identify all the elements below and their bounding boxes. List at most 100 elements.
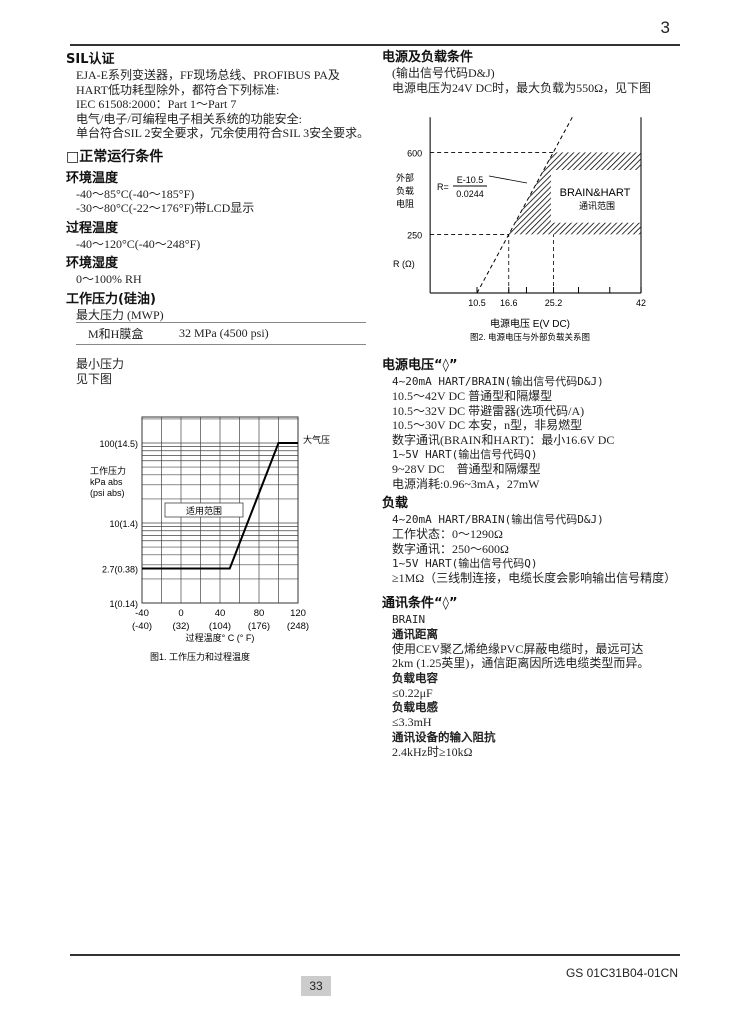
spec-line: 2km (1.25英里)，通信距离因所选电缆类型而异。 (392, 656, 650, 670)
atmospheric-label: 大气压 (303, 434, 330, 445)
text-line: 电气/电子/可编程电子相关系统的功能安全: (76, 111, 303, 126)
spec-line: 2.4kHz时≥10kΩ (392, 744, 473, 759)
pressure-line (142, 442, 298, 570)
formula-lhs: R= (437, 182, 449, 192)
page-number: 33 (301, 976, 331, 996)
x-tick-label: 16.6 (500, 298, 518, 308)
mwp-cell: 32 MPa (4500 psi) (179, 326, 269, 340)
y-axis-label: kPa abs (90, 477, 123, 487)
chart-caption: 图1. 工作压力和过程温度 (150, 651, 250, 662)
y-axis-label: 电阻 (396, 198, 414, 209)
comm-range-box (550, 169, 641, 223)
text-line: 0～100% RH (76, 272, 142, 286)
spec-subheading: 通讯设备的输入阻抗 (392, 729, 496, 744)
x-tick-sublabel: (-40) (132, 621, 152, 632)
spec-subheading: BRAIN (392, 612, 426, 626)
section-title: □正常运行条件 (66, 148, 164, 165)
spec-line: 数字通讯(BRAIN和HART)：最小16.6V DC (392, 432, 615, 447)
spec-line: 工作状态：0～1290Ω (392, 527, 503, 541)
region-sublabel: 通讯范围 (579, 200, 615, 211)
chart-caption: 图2. 电源电压与外部负载关系图 (470, 332, 590, 342)
formula-leader (488, 175, 528, 184)
text-line: -30～80°C(-22～176°F)带LCD显示 (76, 201, 255, 215)
x-tick-sublabel: (32) (173, 621, 190, 632)
power-load-title: 电源及负载条件 (382, 50, 474, 65)
ambient-title: 环境温度 (66, 170, 119, 186)
text-line: EJA-E系列变送器，FF现场总线、PROFIBUS PA及 (76, 68, 340, 82)
text-line: HART低功耗型除外，都符合下列标准: (76, 82, 280, 97)
spec-subheading: 负载电容 (392, 670, 438, 685)
spec-line: 10.5～30V DC 本安，n型，非易燃型 (392, 418, 583, 432)
x-tick-label: 80 (254, 608, 265, 619)
pressure-temperature-chart: 适用范围 大气压 1(0.14) 2.7(0.38) 10(1.4) 100(14.5) -… (90, 416, 330, 662)
x-tick-label: 0 (178, 608, 183, 619)
humidity-title: 环境湿度 (66, 256, 119, 271)
text-line: -40～85°C(-40～185°F) (76, 186, 195, 201)
section-number: 3 (660, 18, 670, 37)
text-line: -40～120°C(-40～248°F) (76, 236, 201, 251)
table-row: M和H膜盒 32 MPa (4500 psi) (76, 323, 366, 345)
right-column: 电源及负载条件 (输出信号代码D&J) 电源电压为24V DC时，最大负载为550… (382, 50, 682, 95)
comm-title: 通讯条件“◊” (382, 595, 458, 611)
region-box (164, 502, 244, 518)
load-line (476, 117, 573, 294)
mwp-table: M和H膜盒 32 MPa (4500 psi) (76, 322, 366, 345)
y-tick-label: 1(0.14) (109, 599, 138, 609)
mwp-label: 最大压力 (MWP) (76, 307, 164, 322)
y-tick-label: 2.7(0.38) (102, 564, 138, 574)
sil-title: SIL认证 (66, 52, 115, 67)
load-title: 负载 (382, 496, 409, 511)
text-line: IEC 61508:2000：Part 1～Part 7 (76, 97, 237, 111)
process-title: 过程温度 (66, 220, 119, 236)
x-tick-label: 25.2 (545, 298, 563, 308)
spec-line: ≥1MΩ（三线制连接，电缆长度会影响输出信号精度） (392, 571, 677, 585)
spec-subheading: 负载电感 (392, 700, 438, 714)
spec-line: 10.5～42V DC 普通型和隔爆型 (392, 389, 553, 403)
x-axis-label: 电源电压 E(V DC) (490, 317, 570, 330)
spec-line: ≤0.22μF (392, 685, 433, 700)
formula-denominator: 0.0244 (456, 189, 484, 199)
text-line: 电源电压为24V DC时，最大负载为550Ω，见下图 (392, 80, 652, 95)
x-tick-label: -40 (135, 608, 149, 619)
region-label: 适用范围 (186, 505, 222, 516)
y-axis-label: 负载 (396, 185, 414, 196)
text-line: 见下图 (76, 371, 113, 386)
right-column-specs: 电源电压“◊” 4~20mA HART/BRAIN(输出信号代码D&J) 10.5… (382, 358, 702, 759)
footer-rule (70, 954, 680, 956)
y-tick-label: 100(14.5) (99, 439, 138, 449)
y-axis-label: (psi abs) (90, 488, 125, 498)
x-tick-label: 120 (290, 608, 306, 619)
plot-frame (141, 416, 299, 604)
x-tick-label: 10.5 (468, 298, 486, 308)
y-tick-label: 250 (407, 230, 422, 240)
y-axis-label: 工作压力 (90, 465, 126, 476)
y-axis-label: 外部 (396, 172, 414, 183)
spec-subheading: 4~20mA HART/BRAIN(输出信号代码D&J) (392, 375, 604, 388)
x-tick-label: 40 (215, 608, 226, 619)
spec-line: 使用CEV聚乙烯绝缘PVC屏蔽电缆时，最远可达 (392, 641, 644, 656)
text-line: 单台符合SIL 2安全要求，冗余使用符合SIL 3安全要求。 (76, 126, 370, 140)
capsule-cell: M和H膜盒 (88, 327, 144, 341)
x-tick-sublabel: (104) (209, 621, 231, 632)
spec-subheading: 1~5V HART(输出信号代码Q) (392, 557, 538, 570)
header-rule (70, 44, 680, 46)
spec-subheading: 通讯距离 (392, 626, 438, 641)
x-tick-sublabel: (176) (248, 621, 270, 632)
spec-subheading: 4~20mA HART/BRAIN(输出信号代码D&J) (392, 513, 604, 526)
spec-subheading: 1~5V HART(输出信号代码Q) (392, 448, 538, 461)
supply-title: 电源电压“◊” (382, 358, 458, 373)
y-unit-label: R (Ω) (393, 259, 415, 269)
spec-line: 10.5～32V DC 带避雷器(选项代码/A) (392, 403, 585, 418)
formula-numerator: E-10.5 (457, 175, 484, 185)
doc-id: GS 01C31B04-01CN (565, 966, 678, 980)
spec-line: 9~28V DC 普通型和隔爆型 (392, 462, 541, 476)
region-label: BRAIN&HART (560, 187, 631, 199)
text-line: 最小压力 (76, 357, 125, 371)
spec-line: ≤3.3mH (392, 715, 432, 729)
pressure-title: 工作压力(硅油) (66, 291, 156, 307)
spec-line: 数字通讯：250～600Ω (392, 541, 509, 556)
left-column: SIL认证 EJA-E系列变送器，FF现场总线、PROFIBUS PA及 HART… (66, 52, 376, 386)
x-tick-sublabel: (248) (287, 621, 309, 632)
